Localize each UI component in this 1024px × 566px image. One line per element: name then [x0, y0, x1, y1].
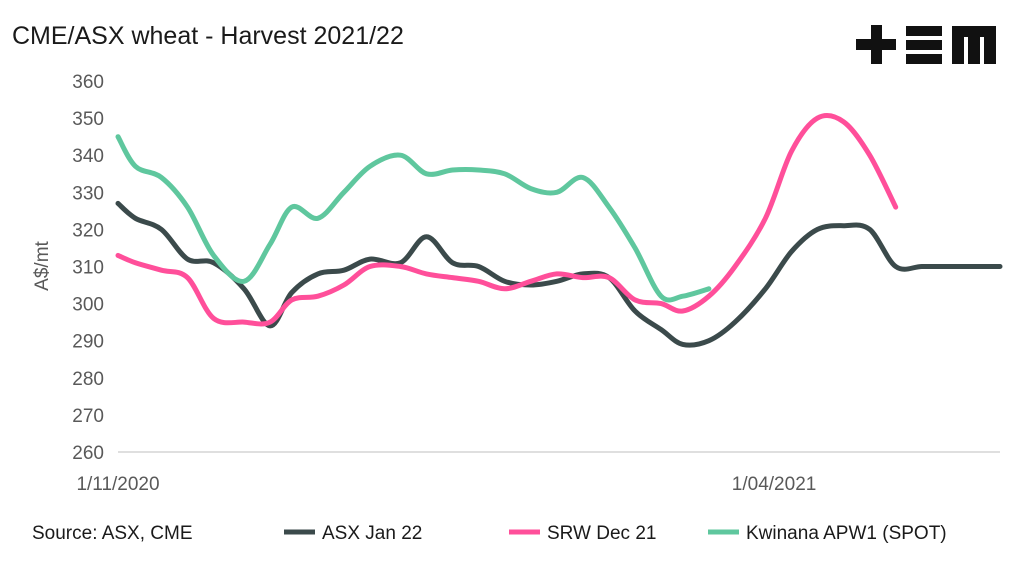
x-tick-label: 1/04/2021	[732, 474, 817, 495]
logo-e-bottom	[906, 54, 942, 64]
legend-label: ASX Jan 22	[322, 523, 422, 544]
y-tick-label: 330	[72, 183, 104, 204]
series-line-asx-jan-22	[115, 200, 1003, 348]
logo-e-top	[906, 26, 942, 36]
logo-e-middle	[906, 40, 942, 50]
y-axis-label: A$/mt	[32, 240, 53, 290]
logo-m	[952, 26, 996, 64]
tem-logo	[856, 25, 996, 64]
y-tick-label: 290	[72, 332, 104, 353]
legend-label: Kwinana APW1 (SPOT)	[746, 523, 947, 544]
series-line-kwinana-apw1	[115, 134, 712, 303]
logo-plus-vertical	[871, 25, 882, 64]
y-tick-label: 360	[72, 72, 104, 93]
x-axis-ticks: 1/11/2020 1/04/2021	[76, 474, 816, 495]
chart-title: CME/ASX wheat - Harvest 2021/22	[12, 22, 404, 50]
y-tick-label: 260	[72, 443, 104, 464]
y-tick-label: 300	[72, 295, 104, 316]
y-tick-label: 350	[72, 109, 104, 130]
y-axis-ticks: 260 270 280 290 300 310 320 330 340 350 360	[72, 72, 104, 464]
series-lines	[115, 112, 1003, 348]
y-tick-label: 310	[72, 258, 104, 279]
legend-label: SRW Dec 21	[547, 523, 656, 544]
y-tick-label: 270	[72, 406, 104, 427]
x-tick-label: 1/11/2020	[76, 474, 159, 495]
y-tick-label: 320	[72, 220, 104, 241]
series-line-srw-dec-21	[115, 112, 899, 327]
y-tick-label: 340	[72, 146, 104, 167]
legend: ASX Jan 22 SRW Dec 21 Kwinana APW1 (SPOT)	[284, 523, 947, 544]
source-note: Source: ASX, CME	[32, 523, 193, 544]
y-tick-label: 280	[72, 369, 104, 390]
